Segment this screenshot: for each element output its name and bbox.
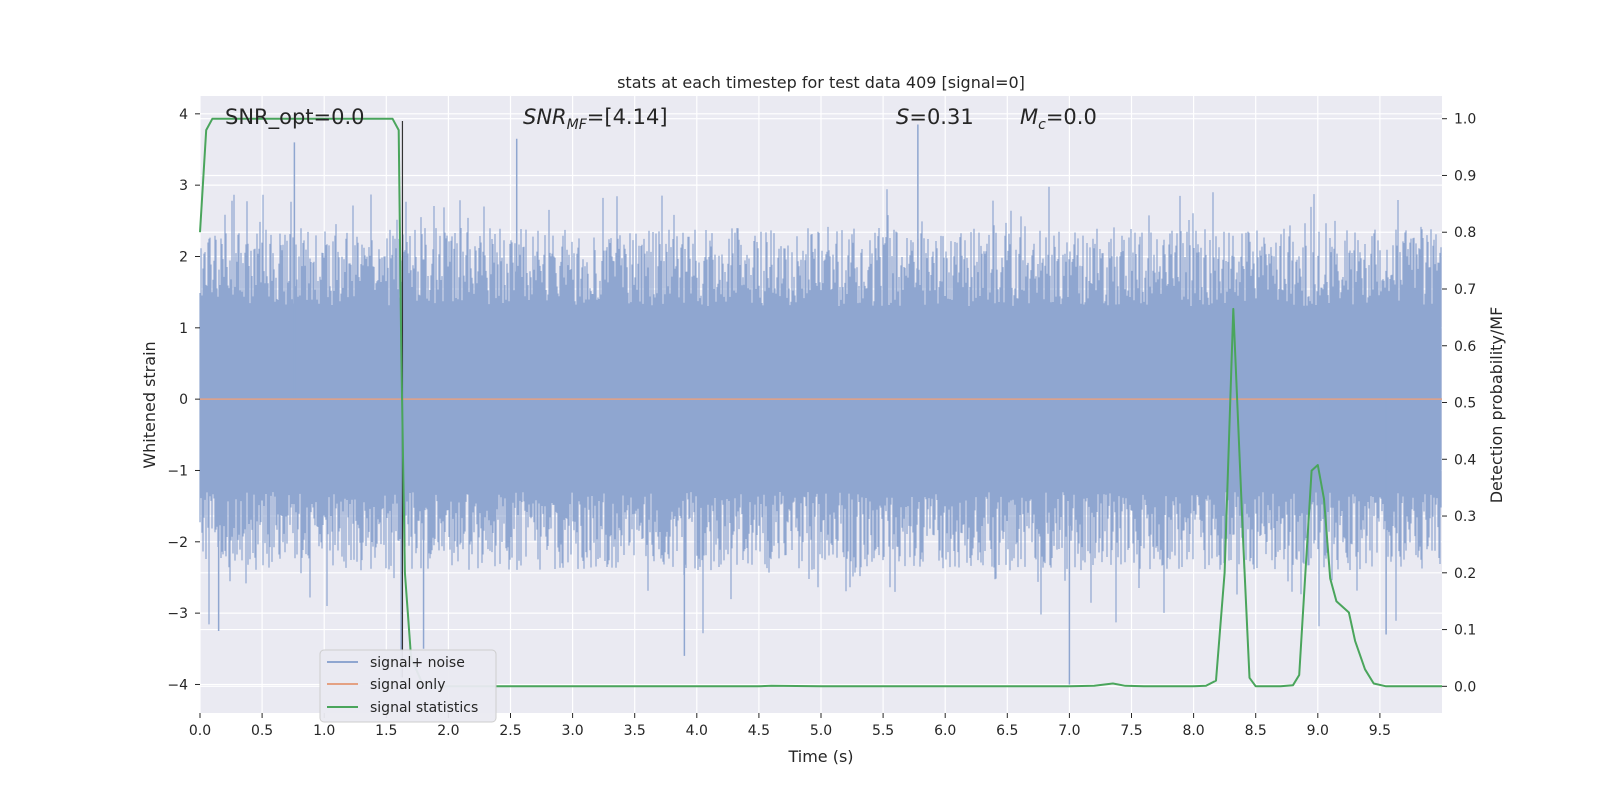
x-tick-label: 5.5 xyxy=(872,723,894,739)
y-left-tick-label: 3 xyxy=(179,178,188,194)
x-tick-label: 9.5 xyxy=(1369,723,1391,739)
x-axis-ticks: 0.0 0.5 1.0 1.5 2.0 2.5 3.0 3.5 4.0 4.5 5.0 5.5 6.0 6… xyxy=(189,713,1391,739)
signal-noise-series xyxy=(199,124,1442,685)
y-left-tick-label: 0 xyxy=(179,392,188,408)
legend-label-stats: signal statistics xyxy=(370,700,478,716)
legend-label-signal: signal only xyxy=(370,677,445,693)
x-tick-label: 7.5 xyxy=(1120,723,1142,739)
x-tick-label: 0.5 xyxy=(251,723,273,739)
y-right-tick-label: 0.1 xyxy=(1454,623,1476,639)
x-tick-label: 8.0 xyxy=(1182,723,1204,739)
y-right-tick-label: 0.3 xyxy=(1454,509,1476,525)
y-right-tick-label: 0.4 xyxy=(1454,452,1476,468)
x-tick-label: 1.5 xyxy=(375,723,397,739)
noise-strokes xyxy=(199,186,1442,634)
y-axis-left-label: Whitened strain xyxy=(140,341,159,468)
x-tick-label: 8.5 xyxy=(1245,723,1267,739)
y-left-tick-label: 1 xyxy=(179,321,188,337)
chart-title: stats at each timestep for test data 409… xyxy=(617,73,1025,92)
x-tick-label: 4.0 xyxy=(686,723,708,739)
legend-box xyxy=(319,649,497,723)
y-right-tick-label: 0.6 xyxy=(1454,339,1476,355)
annotation-mc: Mc=0.0 xyxy=(1020,105,1097,133)
legend-label-noise: signal+ noise xyxy=(370,655,465,671)
annotation-snr-mf: SNRMF=[4.14] xyxy=(523,105,668,133)
x-tick-label: 3.5 xyxy=(624,723,646,739)
x-tick-label: 3.0 xyxy=(561,723,583,739)
y-right-tick-label: 0.7 xyxy=(1454,282,1476,298)
y-axis-left-ticks: 4 3 2 1 0 −1 −2 −3 −4 xyxy=(167,107,200,693)
x-tick-label: 9.0 xyxy=(1307,723,1329,739)
annotation-s: S=0.31 xyxy=(896,105,974,129)
y-right-tick-label: 0.5 xyxy=(1454,396,1476,412)
signal-statistics-series xyxy=(199,117,1442,688)
x-tick-label: 7.0 xyxy=(1058,723,1080,739)
y-left-tick-label: −3 xyxy=(167,606,188,622)
x-tick-label: 1.0 xyxy=(313,723,335,739)
x-tick-label: 6.0 xyxy=(934,723,956,739)
y-right-tick-label: 0.0 xyxy=(1454,679,1476,695)
annotation-snr-opt: SNR_opt=0.0 xyxy=(225,105,365,130)
x-axis-label: Time (s) xyxy=(787,747,853,766)
x-tick-label: 2.0 xyxy=(437,723,459,739)
y-left-tick-label: −4 xyxy=(167,677,188,693)
legend: signal+ noise signal only signal statist… xyxy=(319,649,497,723)
x-tick-label: 5.0 xyxy=(810,723,832,739)
y-left-tick-label: 4 xyxy=(179,107,188,123)
y-right-tick-label: 0.9 xyxy=(1454,168,1476,184)
x-tick-label: 6.5 xyxy=(996,723,1018,739)
x-tick-label: 2.5 xyxy=(499,723,521,739)
y-left-tick-label: 2 xyxy=(179,249,188,265)
y-right-tick-label: 0.2 xyxy=(1454,566,1476,582)
signal-statistics-line xyxy=(199,117,1442,688)
y-right-tick-label: 0.8 xyxy=(1454,225,1476,241)
y-axis-right-ticks: 1.0 0.9 0.8 0.7 0.6 0.5 0.4 0.3 0.2 0.1 0.0 xyxy=(1442,112,1476,695)
x-tick-label: 4.5 xyxy=(748,723,770,739)
y-left-tick-label: −1 xyxy=(167,463,188,479)
y-right-tick-label: 1.0 xyxy=(1454,112,1476,128)
x-tick-label: 0.0 xyxy=(189,723,211,739)
y-axis-right-label: Detection probability/MF xyxy=(1487,307,1506,504)
y-left-tick-label: −2 xyxy=(167,535,188,551)
